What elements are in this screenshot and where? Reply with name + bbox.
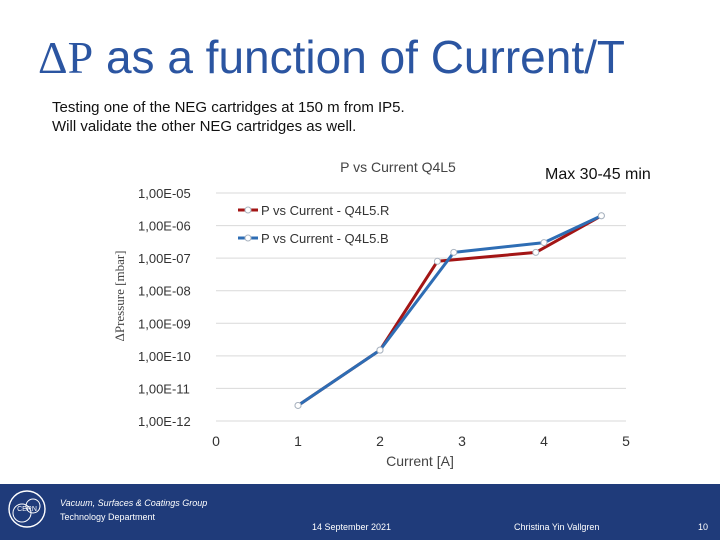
- slide-subtitle: Testing one of the NEG cartridges at 150…: [52, 98, 405, 136]
- legend-label-1: P vs Current - Q4L5.R: [261, 203, 389, 218]
- duration-note: Max 30-45 min: [545, 166, 651, 183]
- legend-marker: [244, 206, 252, 214]
- footer-bar: CERN Vacuum, Surfaces & Coatings Group T…: [0, 484, 720, 540]
- group-line-2: Technology Department: [60, 512, 156, 522]
- data-point: [376, 346, 384, 354]
- slide-title: ΔP as a function of Current/T: [38, 30, 625, 84]
- subtitle-line-1: Testing one of the NEG cartridges at 150…: [52, 99, 405, 116]
- y-tick-label: 1,00E-06: [138, 219, 191, 234]
- x-tick-label: 0: [212, 433, 220, 449]
- footer-author: Christina Yin Vallgren: [514, 522, 600, 532]
- x-tick-label: 2: [376, 433, 384, 449]
- y-tick-label: 1,00E-12: [138, 414, 191, 429]
- data-point: [540, 239, 548, 247]
- subtitle-line-2: Will validate the other NEG cartridges a…: [52, 118, 357, 135]
- page-number: 10: [698, 522, 709, 532]
- data-point: [450, 248, 458, 256]
- logo-text: CERN: [17, 506, 37, 513]
- x-tick-label: 1: [294, 433, 302, 449]
- legend-label-2: P vs Current - Q4L5.B: [261, 231, 389, 246]
- y-tick-label: 1,00E-08: [138, 284, 191, 299]
- chart-title: P vs Current Q4L5: [340, 159, 456, 175]
- cern-logo-icon: CERN: [8, 490, 46, 528]
- y-tick-label: 1,00E-09: [138, 316, 191, 331]
- data-point: [433, 257, 441, 265]
- y-tick-label: 1,00E-10: [138, 349, 191, 364]
- data-point: [294, 401, 302, 409]
- y-axis-label: ΔPressure [mbar]: [112, 250, 127, 341]
- pressure-chart: 1,00E-12 1,00E-11 1,00E-10 1,00E-09 1,00E-08…: [112, 159, 630, 469]
- x-axis-label: Current [A]: [386, 453, 454, 469]
- footer-date: 14 September 2021: [312, 522, 392, 532]
- data-point: [597, 212, 605, 220]
- x-tick-label: 5: [622, 433, 630, 449]
- y-tick-label: 1,00E-11: [138, 381, 190, 396]
- group-name: Vacuum, Surfaces & Coatings Group Techno…: [60, 496, 207, 524]
- x-tick-label: 3: [458, 433, 466, 449]
- data-point: [532, 248, 540, 256]
- legend-marker: [244, 234, 252, 242]
- title-symbol: ΔP: [38, 32, 94, 83]
- group-line-1: Vacuum, Surfaces & Coatings Group: [60, 498, 208, 508]
- x-tick-label: 4: [540, 433, 548, 449]
- y-tick-label: 1,00E-05: [138, 186, 191, 201]
- y-tick-label: 1,00E-07: [138, 251, 191, 266]
- title-text: as a function of Current/T: [93, 31, 625, 83]
